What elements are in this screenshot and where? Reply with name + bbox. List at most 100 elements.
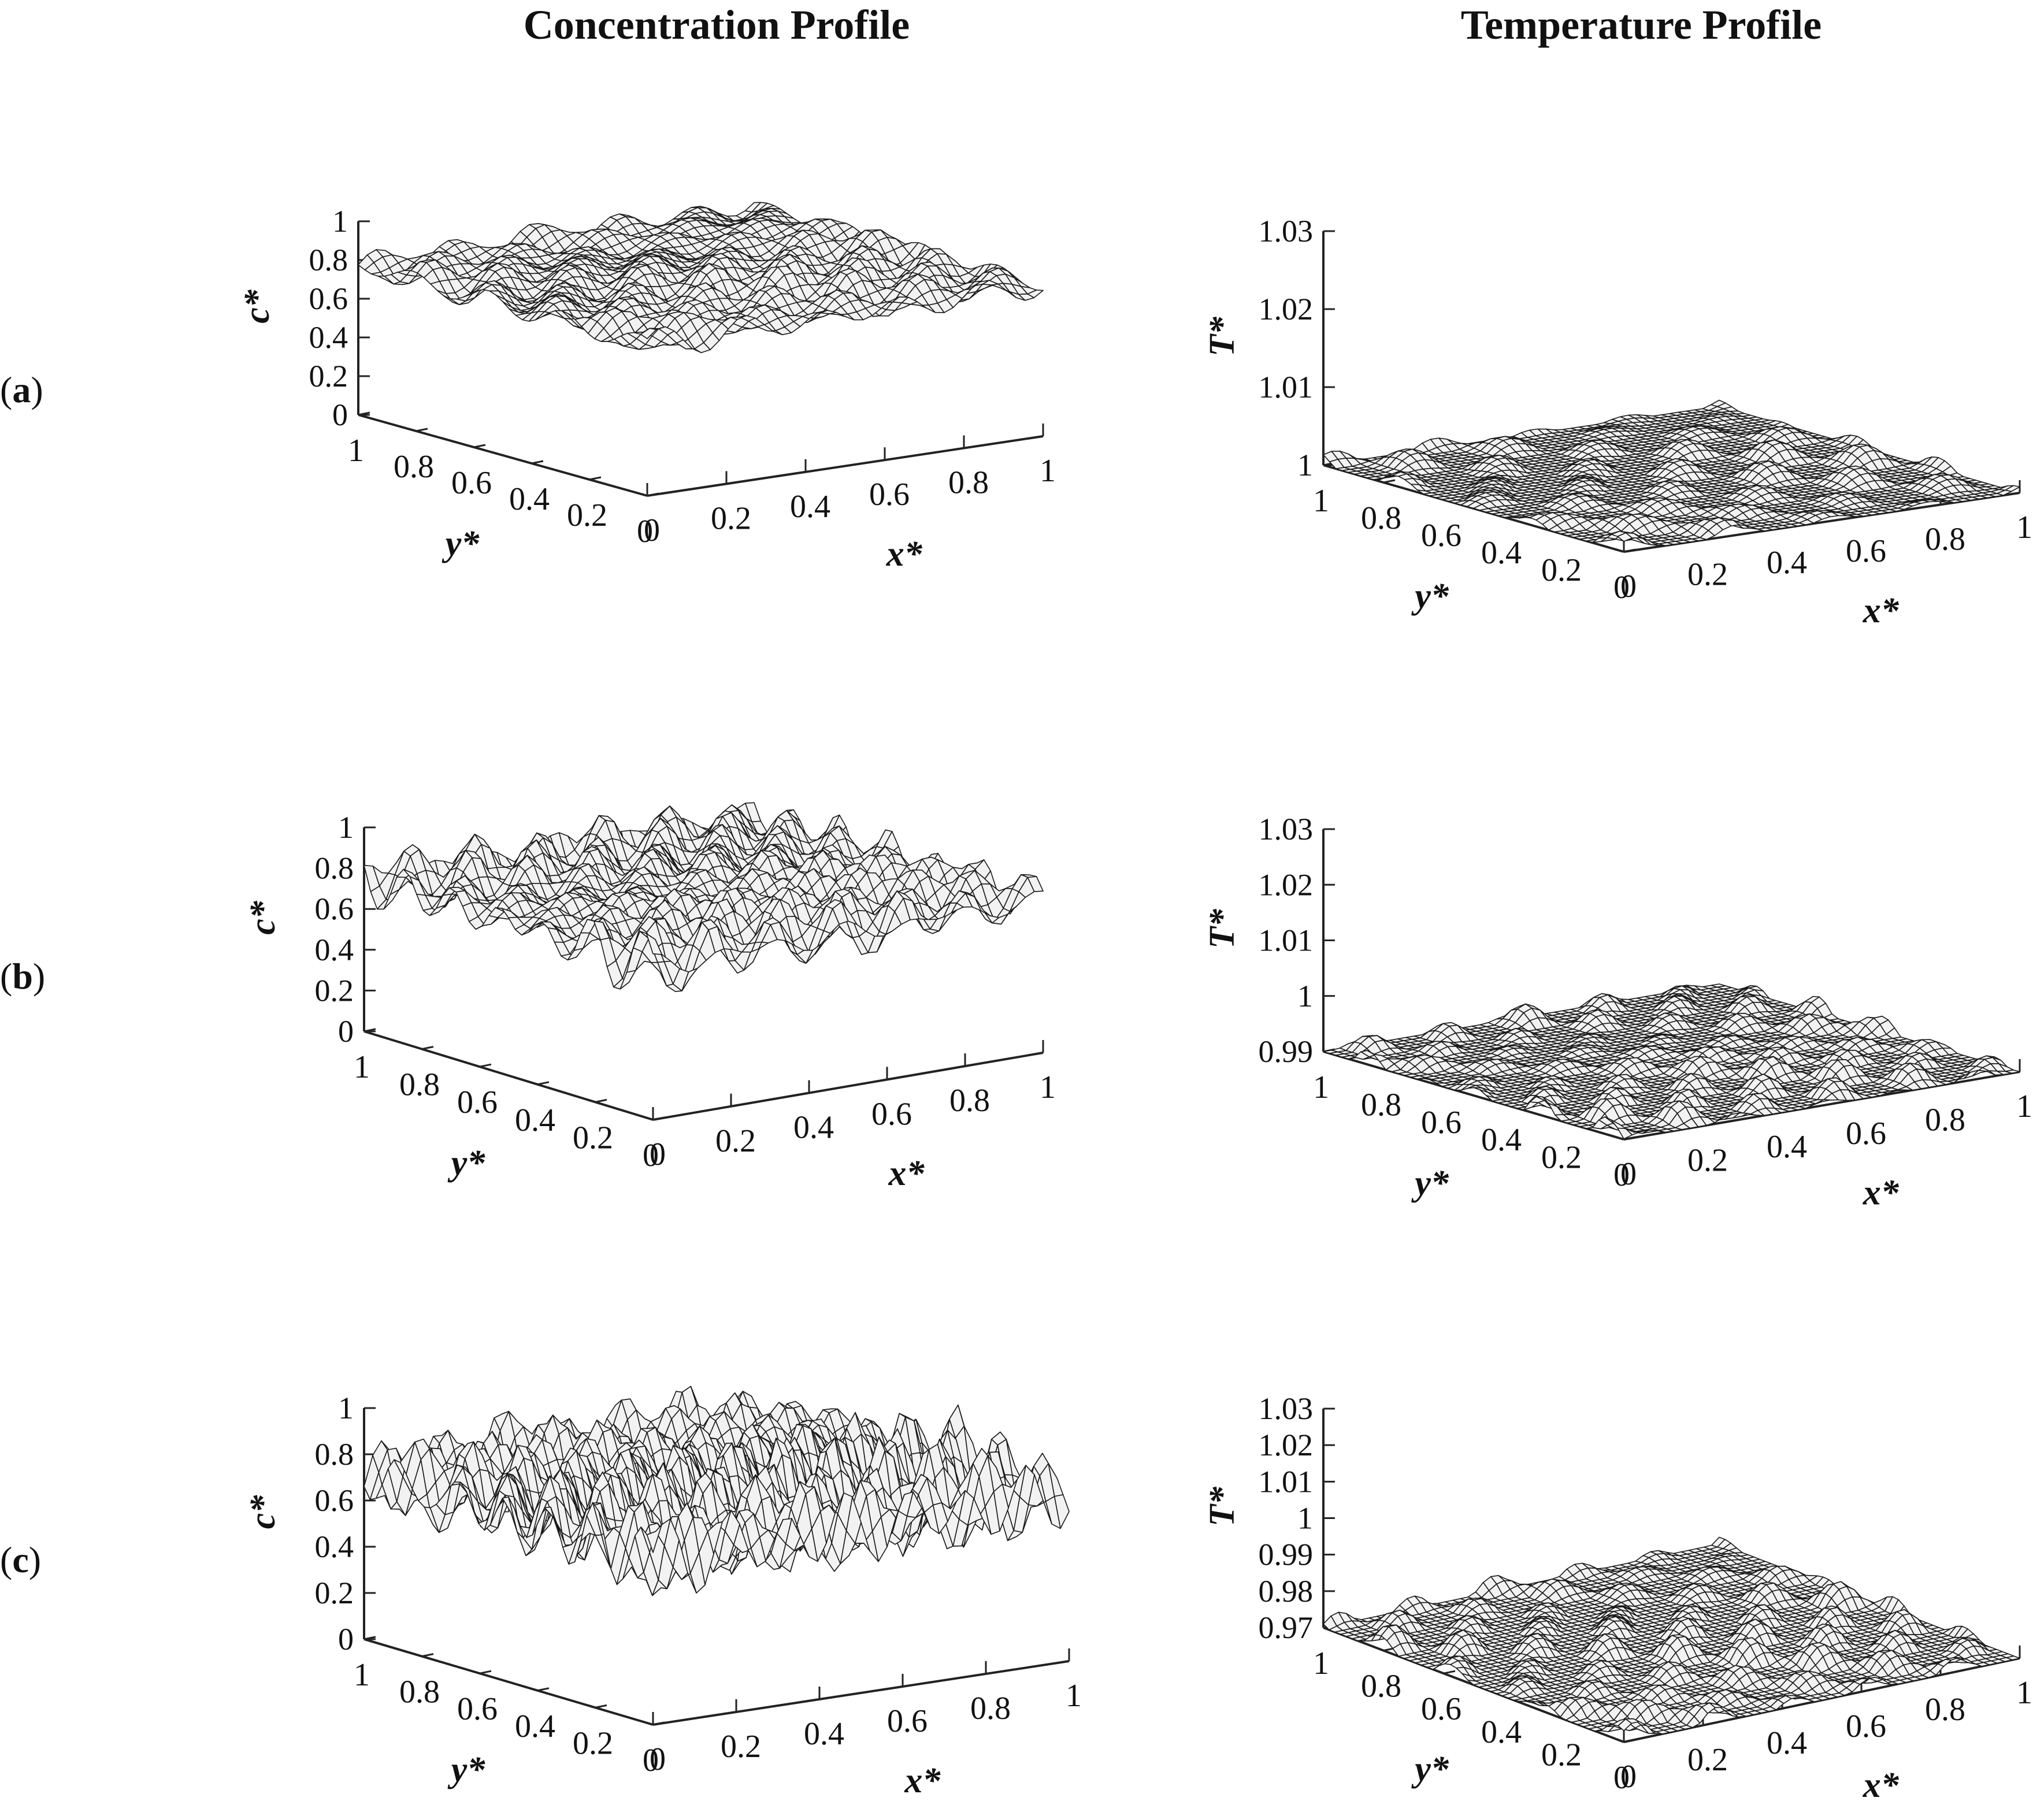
y-tick-label: 0.4 bbox=[1481, 1714, 1522, 1750]
z-tick-label: 1.01 bbox=[1259, 1464, 1314, 1499]
surface-band bbox=[1331, 1036, 2014, 1072]
surface-band bbox=[1338, 1610, 2009, 1656]
y-tick-label: 0.2 bbox=[573, 1120, 613, 1156]
y-tick-label: 0.8 bbox=[394, 449, 434, 485]
y-tick bbox=[421, 1046, 434, 1050]
y-tick bbox=[421, 1653, 434, 1658]
z-tick-label: 0.6 bbox=[315, 1483, 354, 1518]
surface-plot-2: 0 0.2 0.4 0.6 0.8 100.20.40.60.8111.011.021.0… bbox=[1203, 214, 2032, 630]
x-tick-label: 1 bbox=[1040, 1069, 1056, 1105]
y-tick bbox=[647, 492, 659, 497]
y-tick bbox=[1623, 1739, 1636, 1743]
surface-band bbox=[581, 311, 738, 334]
y-tick bbox=[595, 1704, 607, 1709]
surface-band bbox=[1353, 1610, 1997, 1651]
surface-band bbox=[1566, 1714, 1701, 1728]
column-title-temperature: Temperature Profile bbox=[1460, 2, 1822, 48]
y-tick bbox=[416, 428, 428, 432]
y-tick-label: 0 bbox=[643, 1138, 659, 1173]
z-tick-label: 1.02 bbox=[1259, 292, 1314, 326]
y-tick-label: 0.8 bbox=[1361, 1669, 1401, 1704]
surface-band bbox=[1479, 1008, 1901, 1039]
surface-band bbox=[1574, 1562, 1830, 1588]
x-tick-label: 0.8 bbox=[970, 1691, 1011, 1726]
x-tick-label: 0.4 bbox=[1767, 545, 1807, 581]
x-axis-label: x* bbox=[1863, 1766, 1900, 1805]
y-tick bbox=[1443, 1670, 1456, 1674]
surface-band bbox=[1496, 1685, 1792, 1708]
x-tick-label: 0.8 bbox=[1925, 1102, 1965, 1138]
surface-band bbox=[619, 951, 698, 992]
z-tick-label: 0.4 bbox=[315, 933, 354, 967]
surface-band bbox=[448, 886, 929, 923]
y-tick bbox=[589, 476, 602, 481]
surface-band bbox=[1548, 1696, 1724, 1715]
surface-band bbox=[1650, 1550, 1772, 1566]
y-tick-label: 1 bbox=[348, 433, 364, 469]
z-tick-label: 0 bbox=[338, 1014, 354, 1049]
surface-band bbox=[1404, 478, 1913, 510]
surface-band bbox=[1498, 1092, 1790, 1113]
x-tick-label: 0.2 bbox=[711, 500, 751, 536]
x-tick-label: 0 bbox=[1620, 569, 1637, 604]
surface-band bbox=[1467, 501, 1831, 522]
surface-band bbox=[1410, 484, 1905, 512]
y-tick-label: 1 bbox=[354, 1657, 370, 1693]
x-tick-label: 0.2 bbox=[715, 1123, 756, 1159]
y-tick-label: 0 bbox=[643, 1743, 659, 1778]
x-tick-label: 0.4 bbox=[1767, 1129, 1807, 1165]
surface-band bbox=[403, 259, 981, 295]
surface-band bbox=[1644, 985, 1776, 1002]
surface-band bbox=[1323, 1615, 2020, 1661]
surface-band bbox=[1398, 1649, 1921, 1681]
surface-band bbox=[1677, 985, 1751, 995]
surface-band bbox=[1554, 1699, 1716, 1723]
y-tick-label: 1 bbox=[1313, 1646, 1329, 1681]
surface-band bbox=[681, 207, 807, 228]
surface-band bbox=[1442, 1076, 1864, 1101]
surface-band bbox=[1653, 414, 1770, 422]
surface-band bbox=[1323, 451, 2020, 494]
x-tick-label: 0.4 bbox=[793, 1110, 834, 1146]
surface-band bbox=[1636, 988, 1783, 1004]
z-tick-label: 1.01 bbox=[1259, 923, 1314, 958]
x-axis-label: x* bbox=[1863, 591, 1900, 630]
y-axis-label: y* bbox=[1411, 1164, 1449, 1203]
surface-band bbox=[1414, 1022, 1952, 1052]
x-tick-label: 0.6 bbox=[1846, 533, 1886, 569]
surface-band bbox=[1435, 1073, 1872, 1100]
x-tick-label: 0 bbox=[1620, 1156, 1637, 1192]
surface-mesh bbox=[1323, 399, 2020, 547]
surface-band bbox=[1542, 518, 1732, 536]
y-tick-label: 0.2 bbox=[1541, 1737, 1582, 1773]
z-tick-label: 0.2 bbox=[309, 359, 348, 393]
surface-band bbox=[1669, 411, 1757, 419]
surface-band bbox=[1473, 504, 1823, 524]
y-tick-label: 0.2 bbox=[567, 497, 607, 533]
surface-plot-1: 0 0.2 0.4 0.6 0.8 100.20.40.60.8100.20.40.60.… bbox=[238, 202, 1056, 574]
surface-plot-5: 0 0.2 0.4 0.6 0.8 100.20.40.60.8100.20.40.60.… bbox=[243, 1386, 1082, 1800]
surface-band bbox=[358, 254, 1044, 300]
z-tick-label: 0 bbox=[332, 398, 348, 432]
surface-band bbox=[626, 938, 689, 991]
y-axis-label: y* bbox=[1411, 577, 1449, 616]
surface-band bbox=[429, 244, 991, 285]
surface-band bbox=[1414, 443, 1952, 474]
z-tick-label: 1.03 bbox=[1259, 1391, 1314, 1426]
y-axis-label: y* bbox=[447, 1143, 486, 1183]
surface-band bbox=[1688, 1547, 1743, 1554]
surface-band bbox=[526, 1473, 836, 1558]
x-tick-label: 1 bbox=[2016, 510, 2032, 545]
surface-band bbox=[508, 898, 849, 953]
surface-band bbox=[1665, 1551, 1760, 1562]
surface-band bbox=[1422, 439, 1945, 473]
z-axis-label: c* bbox=[243, 900, 283, 935]
y-tick-label: 0.8 bbox=[1361, 500, 1401, 536]
y-tick-label: 0 bbox=[1613, 1157, 1630, 1193]
y-tick bbox=[1623, 548, 1636, 553]
surface-band bbox=[1376, 1612, 1980, 1644]
surface-band bbox=[1548, 523, 1724, 538]
z-tick-label: 0.99 bbox=[1259, 1537, 1314, 1572]
